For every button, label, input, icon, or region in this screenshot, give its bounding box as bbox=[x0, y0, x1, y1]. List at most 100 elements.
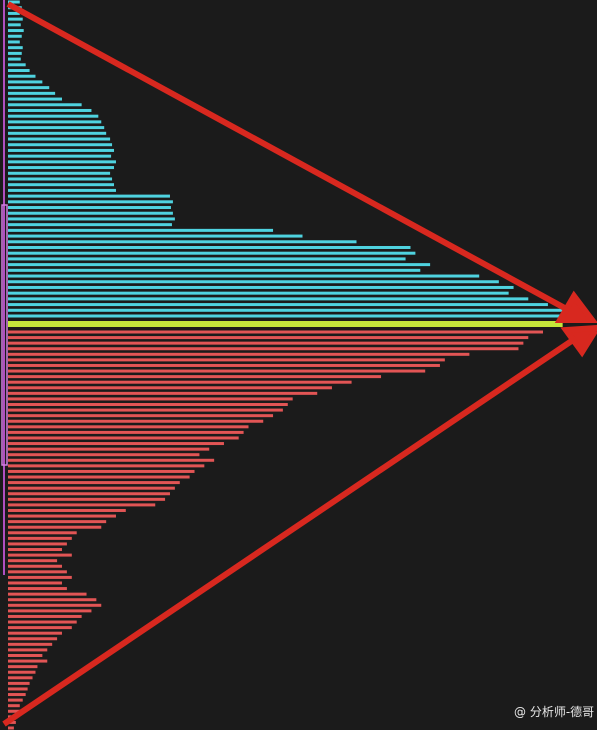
bar bbox=[8, 308, 563, 312]
bar bbox=[8, 97, 62, 101]
bar bbox=[8, 475, 190, 479]
arrow-head bbox=[554, 290, 597, 323]
bar bbox=[8, 69, 30, 73]
bar bbox=[8, 564, 62, 568]
bar bbox=[8, 375, 382, 379]
bar bbox=[8, 536, 72, 540]
bar bbox=[8, 40, 20, 44]
bar bbox=[8, 29, 24, 33]
bar bbox=[8, 525, 102, 529]
bar bbox=[8, 492, 170, 496]
bar bbox=[8, 352, 470, 356]
bar bbox=[8, 704, 20, 708]
bar bbox=[8, 154, 112, 158]
bar bbox=[8, 171, 111, 175]
bar bbox=[8, 114, 99, 118]
bar bbox=[8, 709, 22, 713]
bar bbox=[8, 642, 53, 646]
bar bbox=[8, 74, 36, 78]
watermark: @ 分析师-德哥 bbox=[514, 704, 594, 719]
bar bbox=[8, 603, 102, 607]
bar bbox=[8, 131, 107, 135]
bar bbox=[8, 143, 113, 147]
bar bbox=[8, 497, 166, 501]
bar bbox=[8, 486, 175, 490]
bar bbox=[8, 575, 72, 579]
bar bbox=[8, 297, 529, 301]
bar bbox=[8, 442, 224, 446]
bar bbox=[8, 86, 50, 90]
bar bbox=[8, 23, 21, 27]
bar bbox=[8, 223, 172, 227]
bar bbox=[8, 430, 244, 434]
bar bbox=[8, 698, 23, 702]
bar bbox=[8, 166, 115, 170]
bar bbox=[8, 217, 175, 221]
bar bbox=[8, 553, 72, 557]
bar bbox=[8, 447, 210, 451]
bar bbox=[8, 670, 36, 674]
bar bbox=[8, 194, 170, 198]
bar bbox=[8, 34, 22, 38]
bar bbox=[8, 542, 67, 546]
bar bbox=[8, 51, 22, 55]
bar bbox=[8, 469, 195, 473]
bar bbox=[8, 160, 116, 164]
bar bbox=[8, 303, 548, 307]
bar bbox=[8, 436, 239, 440]
bar bbox=[8, 57, 21, 61]
bar bbox=[8, 581, 62, 585]
bar bbox=[8, 520, 107, 524]
bar bbox=[8, 268, 421, 272]
bar bbox=[8, 369, 426, 373]
bar bbox=[8, 548, 62, 552]
bar bbox=[8, 347, 519, 351]
bar bbox=[8, 386, 332, 390]
bar bbox=[8, 188, 116, 192]
bar bbox=[8, 693, 26, 697]
bar bbox=[8, 592, 87, 596]
bar bbox=[8, 403, 288, 407]
bar bbox=[8, 408, 283, 412]
bar bbox=[8, 46, 23, 50]
bar bbox=[8, 681, 30, 685]
bar bbox=[8, 659, 48, 663]
bar bbox=[8, 341, 524, 345]
bar bbox=[8, 559, 58, 563]
bar bbox=[8, 321, 563, 327]
bar bbox=[8, 637, 58, 641]
bar bbox=[8, 720, 16, 724]
bar bbox=[8, 263, 431, 267]
bar bbox=[8, 228, 274, 232]
arrow-head bbox=[560, 324, 597, 358]
bar bbox=[8, 481, 180, 485]
bar bbox=[8, 251, 416, 255]
bar bbox=[8, 414, 274, 418]
bar bbox=[8, 687, 28, 691]
bar bbox=[8, 137, 111, 141]
bar bbox=[8, 80, 43, 84]
bar bbox=[8, 631, 62, 635]
bar bbox=[8, 458, 215, 462]
bar bbox=[8, 609, 92, 613]
bar bbox=[8, 425, 249, 429]
bar bbox=[8, 598, 97, 602]
bar bbox=[8, 676, 33, 680]
bar bbox=[8, 614, 82, 618]
bar bbox=[8, 363, 440, 367]
bar bbox=[8, 183, 115, 187]
bar bbox=[8, 211, 173, 215]
bar bbox=[8, 380, 352, 384]
bar bbox=[8, 177, 113, 181]
bar bbox=[8, 274, 480, 278]
bar bbox=[8, 245, 411, 249]
arrow-line bbox=[2, 335, 578, 727]
bar bbox=[8, 17, 23, 21]
bar bbox=[8, 587, 67, 591]
arrow-line bbox=[6, 1, 574, 315]
bar bbox=[8, 726, 14, 730]
bar bbox=[8, 0, 20, 4]
bar bbox=[8, 531, 77, 535]
